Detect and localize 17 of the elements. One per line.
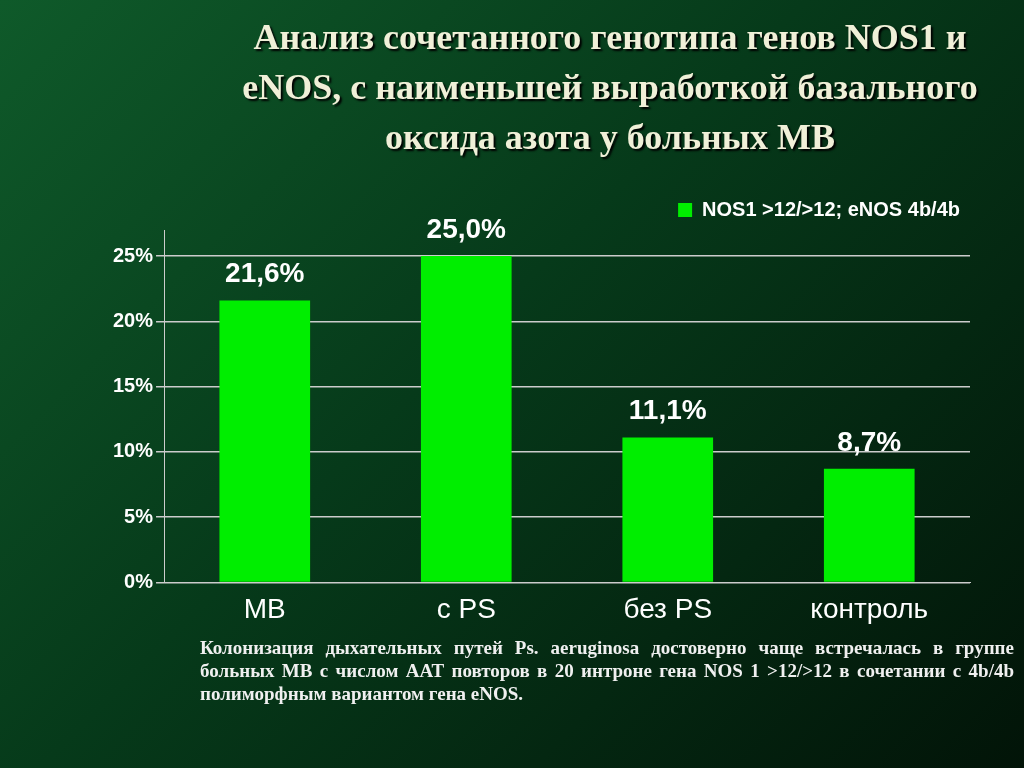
data-label: 25,0% [426,212,507,244]
x-tick-label: МВ [243,592,286,624]
y-tick-label: 25% [113,243,154,266]
data-label: 11,1% [628,394,707,426]
x-tick-label: с PS [436,592,496,624]
y-tick-label: 15% [113,374,154,397]
text: Колонизация дыхательных путей Ps. aeruginosa достоверно чаще встречалась в группе больных МВ с числом ААТ повторов в 20 интроне гена NOS 1 >12/>12 в сочетании с 4b/4b полиморфным вариантом гена eNOS. [200,636,1014,705]
y-tick-label: 0% [124,569,154,592]
x-tick-label: контроль [810,592,929,624]
y-tick-label: 5% [124,504,154,527]
data-label: 8,7% [837,425,902,457]
x-tick-label: без PS [623,592,713,624]
legend-label: NOS1 >12/>12; eNOS 4b/4b [702,197,961,220]
y-tick-label: 10% [113,439,154,462]
data-label: 21,6% [225,257,305,289]
chart-title: Анализ сочетанного генотипа генов NOS1 и eNOS, с наименьшей выработкой базального оксида азота у больных МВ [241,16,979,159]
y-tick-label: 20% [113,308,154,331]
